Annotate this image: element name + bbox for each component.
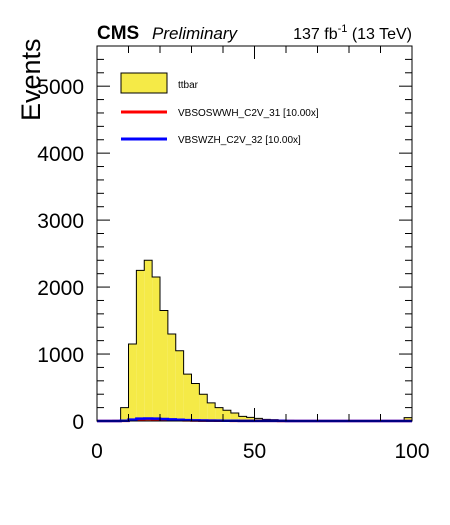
status-label: Preliminary bbox=[152, 24, 239, 43]
y-tick-label: 1000 bbox=[37, 344, 84, 367]
ttbar-bin bbox=[136, 270, 145, 421]
ttbar-bin bbox=[183, 374, 192, 421]
ttbar-bin bbox=[215, 407, 223, 421]
legend-swatch-ttbar bbox=[120, 72, 168, 94]
legend: ttbar VBSOSWWH_C2V_31 [10.00x] VBSWZH_C2… bbox=[120, 72, 319, 146]
legend-label-ttbar: ttbar bbox=[178, 80, 199, 91]
ttbar-bin bbox=[223, 410, 231, 421]
legend-label-vbsoswwh: VBSOSWWH_C2V_31 [10.00x] bbox=[178, 108, 319, 119]
ttbar-bin bbox=[404, 417, 412, 421]
ttbar-bin bbox=[128, 343, 137, 421]
y-axis-title: Events bbox=[16, 38, 46, 121]
ttbar-bin bbox=[160, 310, 168, 421]
ttbar-bin bbox=[144, 260, 153, 421]
ttbar-bin bbox=[191, 383, 200, 421]
y-tick-label: 5000 bbox=[37, 76, 84, 99]
ttbar-bin bbox=[152, 277, 160, 421]
ttbar-bin bbox=[167, 333, 176, 421]
axis-ticks bbox=[96, 45, 413, 422]
ttbar-bin bbox=[238, 416, 247, 421]
y-tick-label: 4000 bbox=[37, 143, 84, 166]
experiment-label: CMS bbox=[97, 23, 139, 44]
luminosity-label: 137 fb-1 (13 TeV) bbox=[293, 23, 412, 43]
histogram-bars bbox=[97, 259, 413, 422]
ttbar-bin bbox=[230, 412, 239, 421]
y-tick-label: 0 bbox=[72, 411, 84, 434]
y-tick-label: 3000 bbox=[37, 210, 84, 233]
ttbar-bin bbox=[254, 418, 263, 421]
ttbar-bin bbox=[120, 407, 129, 421]
x-tick-label: 100 bbox=[394, 440, 429, 463]
legend-label-vbswzh: VBSWZH_C2V_32 [10.00x] bbox=[178, 135, 301, 146]
x-tick-label: 50 bbox=[243, 440, 266, 463]
ttbar-bin bbox=[175, 350, 184, 421]
y-tick-label: 2000 bbox=[37, 277, 84, 300]
ttbar-bin bbox=[246, 417, 255, 421]
ttbar-bin bbox=[207, 402, 216, 421]
x-tick-label: 0 bbox=[91, 440, 103, 463]
ttbar-bin bbox=[199, 394, 208, 421]
